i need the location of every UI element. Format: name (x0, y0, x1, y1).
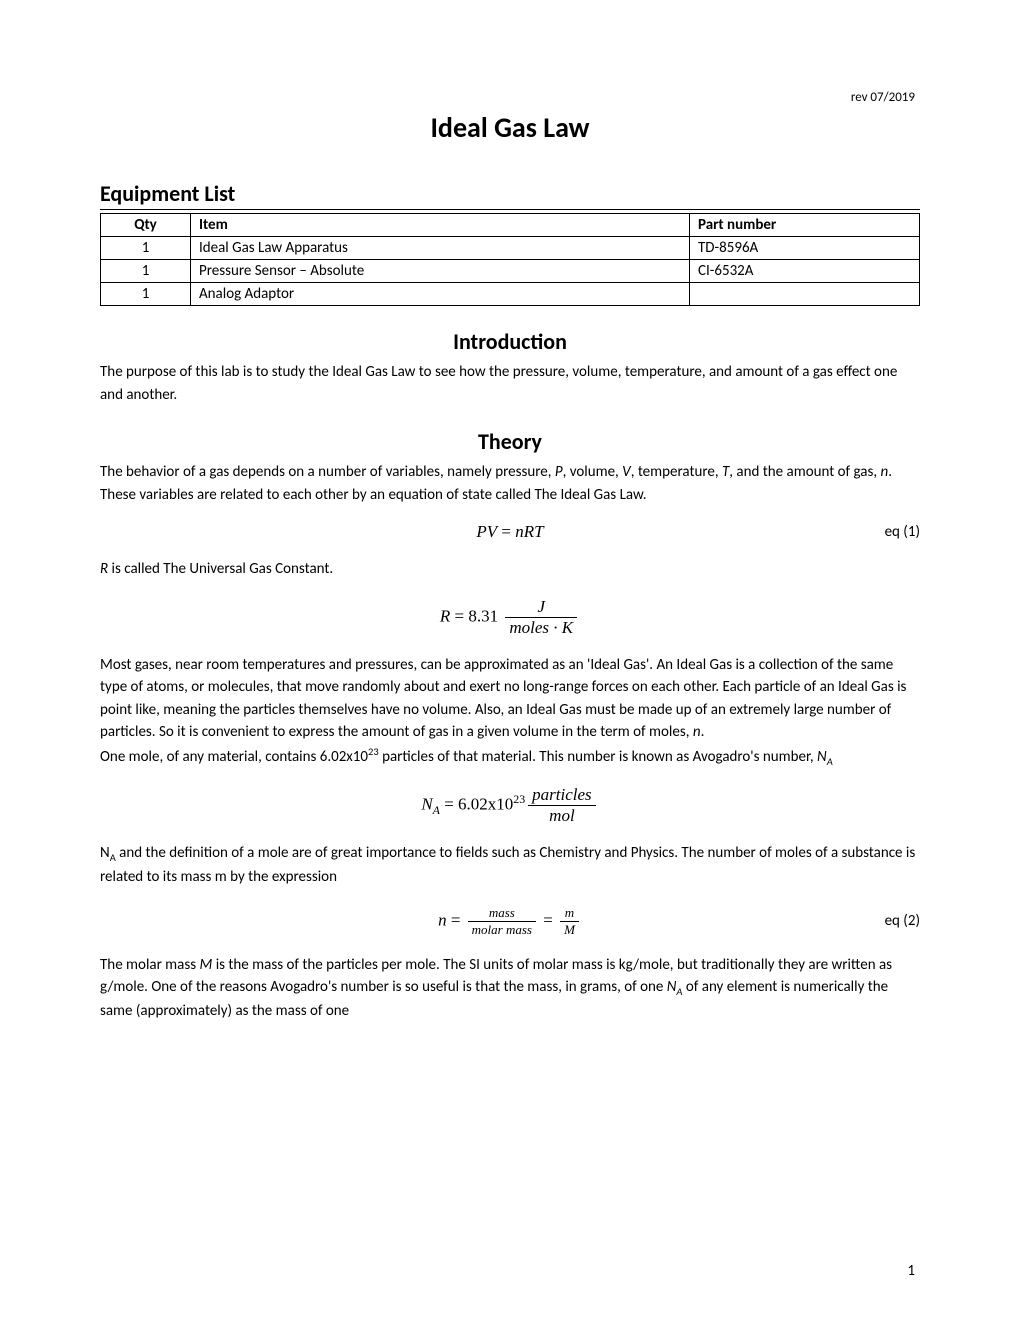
col-partnumber: Part number (690, 214, 920, 237)
denominator: mol (528, 806, 596, 826)
fraction: particlesmol (528, 785, 596, 826)
equation-content: NA = 6.02x1023particlesmol (421, 785, 598, 826)
cell-qty: 1 (101, 260, 191, 283)
eq-eq: = (447, 910, 465, 929)
theory-para5: NA and the definition of a mole are of g… (100, 842, 920, 888)
eq-lhs: n (438, 910, 447, 929)
var-r: R (100, 560, 108, 578)
text-fragment: One mole, of any material, contains 6.02… (100, 748, 368, 766)
table-row: 1 Pressure Sensor – Absolute CI-6532A (101, 260, 920, 283)
var-na-n: N (817, 748, 827, 766)
cell-part: TD-8596A (690, 237, 920, 260)
var-na: N (100, 844, 110, 862)
equation-r: R = 8.31 Jmoles · K (100, 597, 920, 638)
col-item: Item (191, 214, 690, 237)
equation-1: PV = nRT eq (1) (100, 522, 920, 542)
eq-eq: = (497, 522, 515, 541)
eq-sub: A (433, 803, 440, 817)
introduction-heading: Introduction (100, 328, 920, 355)
equation-content: PV = nRT (476, 522, 543, 542)
eq-lhs: R (440, 606, 450, 625)
cell-item: Analog Adaptor (191, 283, 690, 306)
cell-qty: 1 (101, 237, 191, 260)
equipment-heading: Equipment List (100, 180, 920, 210)
fraction: massmolar mass (468, 905, 536, 938)
eq-val: = 6.02x10 (440, 795, 513, 814)
equation-content: n = massmolar mass = mM (438, 905, 582, 938)
cell-item: Pressure Sensor – Absolute (191, 260, 690, 283)
eq-lhs: N (421, 795, 432, 814)
text-fragment: The molar mass (100, 956, 199, 974)
numerator: particles (528, 785, 596, 806)
equipment-table: Qty Item Part number 1 Ideal Gas Law App… (100, 213, 920, 306)
numerator: mass (468, 905, 536, 922)
equation-label: eq (1) (885, 523, 920, 541)
eq-val: = 8.31 (450, 606, 502, 625)
equation-label: eq (2) (885, 912, 920, 930)
equation-na: NA = 6.02x1023particlesmol (100, 785, 920, 826)
text-fragment: . (701, 723, 705, 741)
table-row: 1 Ideal Gas Law Apparatus TD-8596A (101, 237, 920, 260)
numerator: J (505, 597, 577, 618)
var-na-a: A (827, 755, 833, 768)
eq-lhs: PV (476, 522, 497, 541)
theory-para3: Most gases, near room temperatures and p… (100, 654, 920, 744)
cell-qty: 1 (101, 283, 191, 306)
denominator: M (560, 922, 579, 938)
col-qty: Qty (101, 214, 191, 237)
text-fragment: Most gases, near room temperatures and p… (100, 656, 906, 742)
main-title: Ideal Gas Law (100, 110, 920, 145)
fraction: mM (560, 905, 579, 938)
var-v: V (622, 463, 631, 481)
revision-text: rev 07/2019 (851, 90, 915, 105)
text-fragment: , volume, (563, 463, 623, 481)
numerator: m (560, 905, 579, 922)
page-number: 1 (907, 1262, 915, 1280)
text-fragment: particles of that material. This number … (379, 748, 817, 766)
text-fragment: is called The Universal Gas Constant. (108, 560, 333, 578)
denominator: molar mass (468, 922, 536, 938)
theory-para6: The molar mass M is the mass of the part… (100, 954, 920, 1023)
equation-content: R = 8.31 Jmoles · K (440, 597, 580, 638)
denominator: moles · K (505, 618, 577, 638)
var-m: M (199, 956, 212, 974)
text-fragment: , temperature, (631, 463, 722, 481)
introduction-text: The purpose of this lab is to study the … (100, 361, 920, 406)
cell-part (690, 283, 920, 306)
cell-item: Ideal Gas Law Apparatus (191, 237, 690, 260)
theory-para1: The behavior of a gas depends on a numbe… (100, 461, 920, 506)
equation-2: n = massmolar mass = mM eq (2) (100, 905, 920, 938)
eq-eq2: = (539, 910, 557, 929)
table-row: 1 Analog Adaptor (101, 283, 920, 306)
theory-heading: Theory (100, 428, 920, 455)
text-fragment: The behavior of a gas depends on a numbe… (100, 463, 555, 481)
superscript: 23 (368, 745, 379, 758)
text-fragment: , and the amount of gas, (729, 463, 880, 481)
var-na-n: N (667, 978, 677, 996)
eq-exp: 23 (513, 792, 525, 806)
cell-part: CI-6532A (690, 260, 920, 283)
fraction: Jmoles · K (505, 597, 577, 638)
table-header-row: Qty Item Part number (101, 214, 920, 237)
var-n: n (693, 723, 701, 741)
text-fragment: and the definition of a mole are of grea… (100, 844, 915, 886)
theory-para2: R is called The Universal Gas Constant. (100, 558, 920, 581)
theory-para4: One mole, of any material, contains 6.02… (100, 744, 920, 770)
eq-rhs: nRT (515, 522, 543, 541)
var-p: P (555, 463, 563, 481)
